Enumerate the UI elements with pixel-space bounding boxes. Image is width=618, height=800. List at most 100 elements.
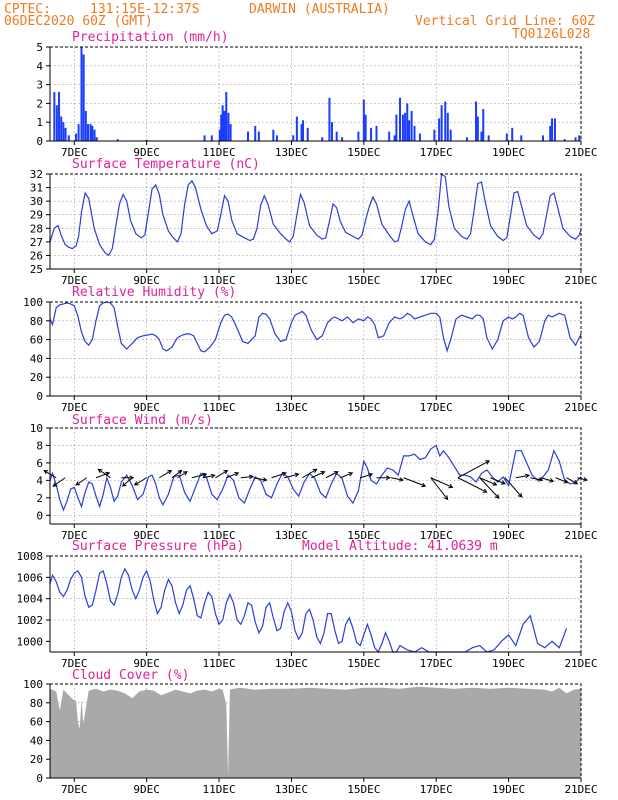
cloud-xtick-label: 11DEC	[202, 783, 235, 796]
wind-arrow-shaft	[122, 477, 133, 487]
wind-arrow-shaft	[226, 472, 239, 479]
precip-bar	[221, 105, 224, 141]
precip-xtick-label: 19DEC	[492, 146, 525, 159]
wind-arrow-head	[97, 468, 103, 474]
header-model-id: TQ0126L028	[512, 27, 590, 42]
precip-bar	[335, 131, 338, 141]
precip-bar	[404, 112, 407, 141]
wind-arrow-head	[320, 471, 326, 476]
wind-arrow-shaft	[271, 472, 287, 479]
wind-xtick-label: 17DEC	[420, 529, 453, 542]
precip-bar	[218, 129, 221, 141]
cloud-xtick-label: 17DEC	[420, 783, 453, 796]
wind-arrow-shaft	[311, 471, 325, 479]
precip-bar	[549, 125, 552, 141]
precip-bar	[210, 135, 213, 141]
wind-ytick-label: 8	[36, 439, 43, 452]
wind-arrow-shaft	[98, 468, 111, 479]
pres-xtick-label: 15DEC	[347, 657, 380, 670]
rh-panel: 0 20 40 60 80 100 7DEC 9DEC 11DEC 13DEC 15DEC 17DEC…	[23, 285, 597, 414]
wind-xtick-label: 13DEC	[275, 529, 308, 542]
wind-arrow-shaft	[504, 477, 523, 498]
precip-bar	[406, 103, 409, 141]
precip-bar	[444, 101, 447, 141]
temp-xtick-label: 21DEC	[564, 274, 597, 287]
wind-arrow-shaft	[95, 472, 110, 479]
cloud-ytick-label: 60	[30, 716, 43, 729]
wind-arrow-head	[333, 471, 339, 476]
wind-arrow-head	[52, 482, 58, 487]
wind-arrow-head	[210, 473, 216, 479]
pres-xtick-label: 17DEC	[420, 657, 453, 670]
header-station: DARWIN (AUSTRALIA)	[249, 2, 390, 17]
temp-xtick-label: 11DEC	[202, 274, 235, 287]
wind-arrow-head	[167, 469, 173, 475]
precip-bar	[67, 135, 70, 141]
precip-bar	[300, 124, 303, 141]
precip-bar	[408, 120, 411, 141]
precip-bar	[91, 125, 94, 141]
wind-arrow-head	[121, 482, 127, 487]
precip-bar	[257, 131, 260, 141]
wind-arrow-shaft	[171, 470, 182, 479]
temp-ytick-label: 32	[30, 168, 43, 181]
rh-ytick-label: 40	[30, 352, 43, 365]
wind-ytick-label: 0	[36, 509, 43, 522]
rh-title: Relative Humidity (%)	[72, 285, 236, 300]
wind-xtick-label: 9DEC	[133, 529, 160, 542]
precip-bar	[505, 133, 508, 141]
wind-arrow	[75, 477, 88, 486]
wind-xtick-label: 21DEC	[564, 529, 597, 542]
wind-arrow-head	[234, 472, 240, 477]
wind-arrow-head	[262, 477, 268, 482]
precip-bar	[203, 135, 206, 141]
precip-bar	[292, 135, 295, 141]
rh-xtick-label: 19DEC	[492, 401, 525, 414]
precip-bar	[475, 101, 478, 141]
rh-ytick-label: 0	[36, 390, 43, 403]
wind-arrow-shaft	[191, 473, 207, 479]
precip-bar	[341, 137, 344, 141]
precip-bar	[401, 114, 404, 141]
wind-arrow-head	[549, 478, 555, 483]
wind-arrow	[360, 472, 374, 479]
cloud-xtick-label: 9DEC	[133, 783, 160, 796]
rh-line	[49, 301, 582, 354]
temp-ytick-label: 26	[30, 249, 43, 262]
wind-xtick-label: 7DEC	[61, 529, 88, 542]
pres-ytick-label: 1004	[17, 593, 44, 606]
wind-arrow-head	[182, 471, 188, 476]
precip-title: Precipitation (mm/h)	[72, 30, 229, 45]
rh-ytick-label: 80	[30, 315, 43, 328]
pres-ytick-label: 1000	[17, 635, 44, 648]
wind-arrow-shaft	[134, 477, 147, 486]
pres-xtick-label: 11DEC	[202, 657, 235, 670]
wind-arrow-shaft	[325, 471, 339, 479]
precip-bar	[223, 110, 226, 141]
wind-arrow	[97, 468, 111, 479]
cloud-xtick-label: 7DEC	[61, 783, 88, 796]
precip-bar	[482, 109, 485, 141]
precip-bar	[418, 133, 421, 141]
wind-arrow	[457, 477, 488, 493]
temp-xtick-label: 17DEC	[420, 274, 453, 287]
wind-arrow-shaft	[284, 473, 299, 479]
wind-arrow	[457, 460, 490, 479]
precip-bar	[321, 137, 324, 141]
header-label: CPTEC:	[4, 2, 51, 17]
wind-arrow-shaft	[457, 460, 490, 479]
wind-arrow-head	[573, 480, 579, 485]
wind-title: Surface Wind (m/s)	[72, 413, 213, 428]
cloud-ytick-label: 40	[30, 734, 43, 747]
temp-ytick-label: 25	[30, 263, 43, 276]
wind-arrow-head	[294, 472, 300, 478]
precip-bar	[60, 116, 63, 141]
temp-xtick-label: 9DEC	[133, 274, 160, 287]
wind-arrow-shaft	[403, 477, 426, 487]
wind-arrow-shaft	[253, 477, 267, 481]
temp-ytick-label: 27	[30, 236, 43, 249]
temp-ytick-label: 28	[30, 222, 43, 235]
wind-arrow	[430, 477, 454, 489]
precip-bar	[295, 116, 298, 141]
precip-bar	[89, 124, 92, 141]
